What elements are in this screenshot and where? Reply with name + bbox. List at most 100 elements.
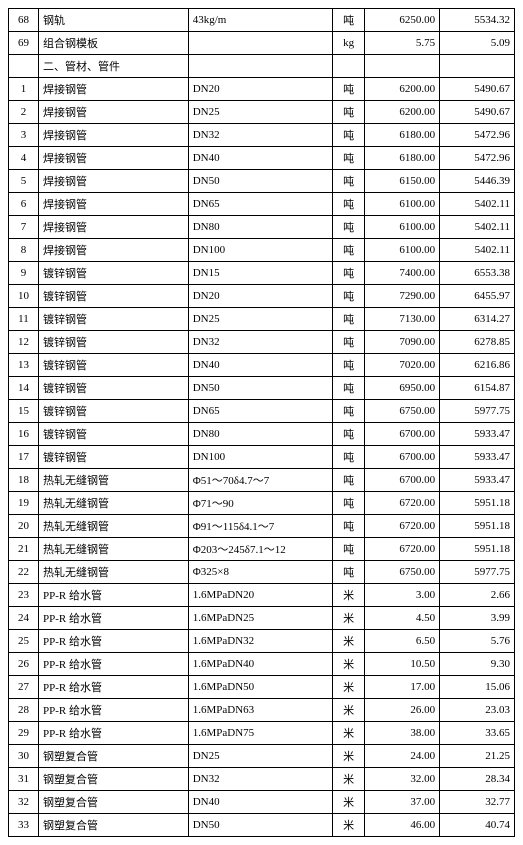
cell-price-1: 46.00 bbox=[365, 814, 440, 837]
cell-name: 组合钢模板 bbox=[38, 32, 188, 55]
cell-price-1: 24.00 bbox=[365, 745, 440, 768]
table-row: 3焊接钢管DN32吨6180.005472.96 bbox=[9, 124, 515, 147]
table-row: 4焊接钢管DN40吨6180.005472.96 bbox=[9, 147, 515, 170]
cell-index: 25 bbox=[9, 630, 39, 653]
cell-price-1: 38.00 bbox=[365, 722, 440, 745]
table-row: 16镀锌钢管DN80吨6700.005933.47 bbox=[9, 423, 515, 446]
cell-unit: 吨 bbox=[333, 561, 365, 584]
cell-index: 11 bbox=[9, 308, 39, 331]
cell-name: 焊接钢管 bbox=[38, 193, 188, 216]
table-row: 18热轧无缝钢管Φ51～70δ4.7～7吨6700.005933.47 bbox=[9, 469, 515, 492]
cell-index: 32 bbox=[9, 791, 39, 814]
cell-name: 镀锌钢管 bbox=[38, 285, 188, 308]
table-row: 32钢塑复合管DN40米37.0032.77 bbox=[9, 791, 515, 814]
cell-spec: Φ71～90 bbox=[188, 492, 332, 515]
cell-index: 29 bbox=[9, 722, 39, 745]
table-row: 68钢轨43kg/m吨6250.005534.32 bbox=[9, 9, 515, 32]
table-row: 19热轧无缝钢管Φ71～90吨6720.005951.18 bbox=[9, 492, 515, 515]
cell-name: 焊接钢管 bbox=[38, 124, 188, 147]
cell-unit: 吨 bbox=[333, 285, 365, 308]
cell-name: 焊接钢管 bbox=[38, 101, 188, 124]
cell-index: 22 bbox=[9, 561, 39, 584]
cell-index: 18 bbox=[9, 469, 39, 492]
table-row: 26PP-R 给水管1.6MPaDN40米10.509.30 bbox=[9, 653, 515, 676]
cell-spec: DN25 bbox=[188, 308, 332, 331]
cell-unit: 吨 bbox=[333, 331, 365, 354]
cell-name: 镀锌钢管 bbox=[38, 331, 188, 354]
table-row: 30钢塑复合管DN25米24.0021.25 bbox=[9, 745, 515, 768]
table-row: 25PP-R 给水管1.6MPaDN32米6.505.76 bbox=[9, 630, 515, 653]
cell-name: PP-R 给水管 bbox=[38, 699, 188, 722]
cell-price-2: 6216.86 bbox=[440, 354, 515, 377]
cell-index: 15 bbox=[9, 400, 39, 423]
cell-name: 焊接钢管 bbox=[38, 78, 188, 101]
cell-price-1: 6750.00 bbox=[365, 561, 440, 584]
cell-unit: 米 bbox=[333, 791, 365, 814]
cell-unit: 吨 bbox=[333, 492, 365, 515]
table-row: 8焊接钢管DN100吨6100.005402.11 bbox=[9, 239, 515, 262]
table-row: 29PP-R 给水管1.6MPaDN75米38.0033.65 bbox=[9, 722, 515, 745]
cell-price-2: 5472.96 bbox=[440, 124, 515, 147]
cell-price-2: 32.77 bbox=[440, 791, 515, 814]
table-row: 13镀锌钢管DN40吨7020.006216.86 bbox=[9, 354, 515, 377]
table-row: 28PP-R 给水管1.6MPaDN63米26.0023.03 bbox=[9, 699, 515, 722]
cell-price-1: 6.50 bbox=[365, 630, 440, 653]
cell-index: 13 bbox=[9, 354, 39, 377]
cell-price-2: 5977.75 bbox=[440, 561, 515, 584]
cell-price-1: 7020.00 bbox=[365, 354, 440, 377]
cell-unit: 吨 bbox=[333, 377, 365, 400]
cell-index: 2 bbox=[9, 101, 39, 124]
cell-spec: 1.6MPaDN50 bbox=[188, 676, 332, 699]
cell-spec: DN40 bbox=[188, 147, 332, 170]
table-row: 6焊接钢管DN65吨6100.005402.11 bbox=[9, 193, 515, 216]
cell-price-2: 33.65 bbox=[440, 722, 515, 745]
cell-index: 17 bbox=[9, 446, 39, 469]
cell-spec: DN32 bbox=[188, 124, 332, 147]
cell-price-1: 6100.00 bbox=[365, 216, 440, 239]
table-row: 14镀锌钢管DN50吨6950.006154.87 bbox=[9, 377, 515, 400]
cell-spec: 1.6MPaDN20 bbox=[188, 584, 332, 607]
cell-spec: DN100 bbox=[188, 239, 332, 262]
cell-price-1: 17.00 bbox=[365, 676, 440, 699]
cell-index: 12 bbox=[9, 331, 39, 354]
cell-name: PP-R 给水管 bbox=[38, 584, 188, 607]
table-row: 24PP-R 给水管1.6MPaDN25米4.503.99 bbox=[9, 607, 515, 630]
cell-index: 24 bbox=[9, 607, 39, 630]
table-row: 15镀锌钢管DN65吨6750.005977.75 bbox=[9, 400, 515, 423]
cell-empty bbox=[188, 55, 332, 78]
cell-unit: 吨 bbox=[333, 9, 365, 32]
cell-index: 21 bbox=[9, 538, 39, 561]
cell-price-2: 6553.38 bbox=[440, 262, 515, 285]
cell-price-1: 6700.00 bbox=[365, 446, 440, 469]
cell-name: 焊接钢管 bbox=[38, 170, 188, 193]
cell-index bbox=[9, 55, 39, 78]
table-row: 11镀锌钢管DN25吨7130.006314.27 bbox=[9, 308, 515, 331]
cell-unit: 米 bbox=[333, 722, 365, 745]
cell-price-2: 5933.47 bbox=[440, 469, 515, 492]
cell-spec: DN80 bbox=[188, 423, 332, 446]
cell-unit: 米 bbox=[333, 699, 365, 722]
cell-unit: 吨 bbox=[333, 216, 365, 239]
cell-name: PP-R 给水管 bbox=[38, 607, 188, 630]
cell-unit: 吨 bbox=[333, 170, 365, 193]
cell-index: 23 bbox=[9, 584, 39, 607]
cell-price-1: 6720.00 bbox=[365, 492, 440, 515]
cell-name: 热轧无缝钢管 bbox=[38, 492, 188, 515]
section-title: 二、管材、管件 bbox=[38, 55, 188, 78]
cell-name: 镀锌钢管 bbox=[38, 262, 188, 285]
cell-price-1: 6950.00 bbox=[365, 377, 440, 400]
cell-unit: 米 bbox=[333, 653, 365, 676]
cell-price-1: 4.50 bbox=[365, 607, 440, 630]
cell-index: 30 bbox=[9, 745, 39, 768]
cell-price-1: 7090.00 bbox=[365, 331, 440, 354]
cell-price-2: 9.30 bbox=[440, 653, 515, 676]
cell-price-2: 6278.85 bbox=[440, 331, 515, 354]
cell-spec: Φ325×8 bbox=[188, 561, 332, 584]
cell-spec: DN50 bbox=[188, 170, 332, 193]
table-row: 二、管材、管件 bbox=[9, 55, 515, 78]
cell-spec: DN20 bbox=[188, 285, 332, 308]
cell-unit: 吨 bbox=[333, 354, 365, 377]
cell-price-1: 6700.00 bbox=[365, 423, 440, 446]
cell-unit: 米 bbox=[333, 745, 365, 768]
table-row: 1焊接钢管DN20吨6200.005490.67 bbox=[9, 78, 515, 101]
